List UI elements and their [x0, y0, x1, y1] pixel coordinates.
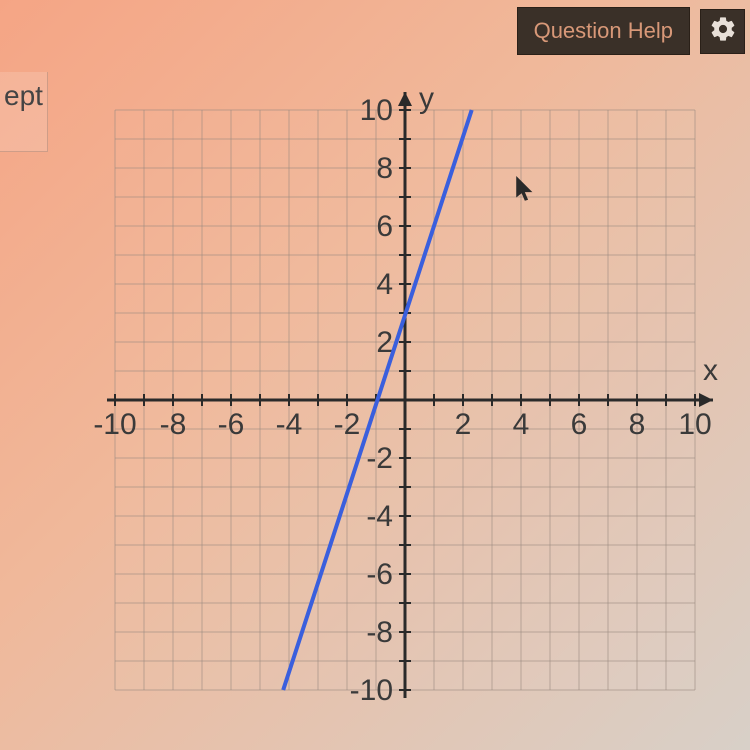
svg-text:8: 8: [376, 152, 393, 185]
svg-text:y: y: [419, 82, 434, 115]
question-help-button[interactable]: Question Help: [517, 7, 690, 55]
settings-button[interactable]: [700, 9, 745, 54]
svg-text:-10: -10: [93, 408, 136, 441]
svg-text:-8: -8: [366, 616, 393, 649]
chart-svg: -10-8-6-4-2246810-10-8-6-4-2246810xy: [55, 80, 735, 740]
svg-text:x: x: [703, 354, 718, 387]
svg-text:-2: -2: [366, 442, 393, 475]
svg-text:4: 4: [513, 408, 530, 441]
svg-text:-8: -8: [160, 408, 187, 441]
sidebar-text: ept: [4, 80, 43, 111]
svg-text:-6: -6: [366, 558, 393, 591]
svg-text:6: 6: [376, 210, 393, 243]
gear-icon: [709, 15, 737, 48]
header-bar: Question Help: [517, 0, 750, 62]
svg-text:-6: -6: [218, 408, 245, 441]
sidebar-fragment: ept: [0, 72, 48, 152]
svg-text:-10: -10: [350, 674, 393, 707]
svg-text:-2: -2: [334, 408, 361, 441]
svg-text:2: 2: [455, 408, 472, 441]
svg-text:-4: -4: [276, 408, 303, 441]
svg-text:6: 6: [571, 408, 588, 441]
svg-text:8: 8: [629, 408, 646, 441]
svg-text:10: 10: [360, 94, 393, 127]
svg-text:-4: -4: [366, 500, 393, 533]
app-container: Question Help ept -10 -8 -6 -4 -2 2 4 6 8 10 -10 -8…: [0, 0, 750, 750]
svg-text:4: 4: [376, 268, 393, 301]
svg-text:10: 10: [678, 408, 711, 441]
coordinate-chart: -10-8-6-4-2246810-10-8-6-4-2246810xy: [55, 80, 740, 740]
